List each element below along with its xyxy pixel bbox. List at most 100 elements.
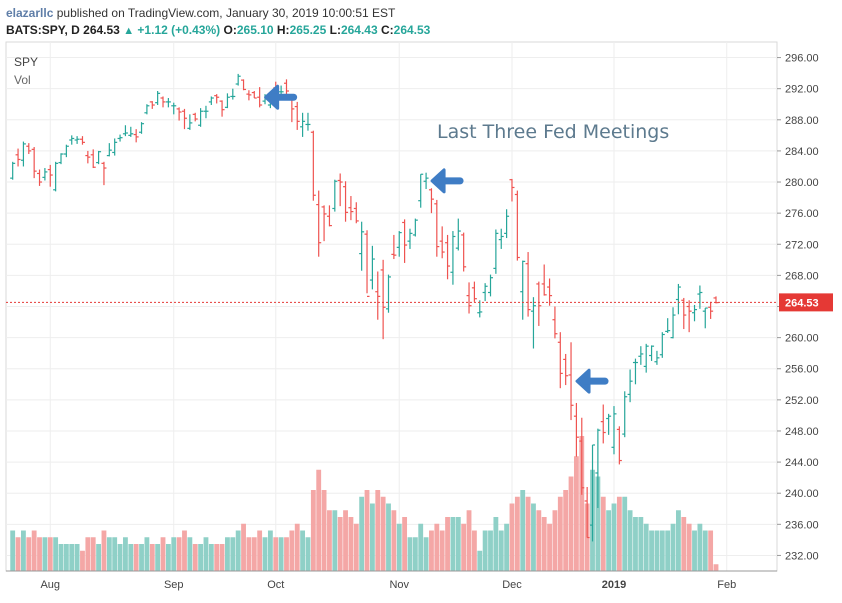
ohlc-bar <box>139 122 145 134</box>
ohlc-bar <box>149 101 155 109</box>
ohlc-bar <box>471 281 477 302</box>
volume-bar <box>149 544 155 571</box>
author-link[interactable]: elazarllc <box>6 6 54 20</box>
volume-bar <box>128 544 134 571</box>
volume-bar <box>337 517 343 571</box>
volume-bar <box>681 517 687 571</box>
volume-bar <box>26 537 32 571</box>
ohlc-bar <box>305 112 311 131</box>
x-tick-label: Nov <box>389 579 409 591</box>
low-label: L: <box>329 23 341 37</box>
ohlc-bar <box>514 190 520 261</box>
published-text: published on TradingView.com, January 30… <box>56 6 396 20</box>
ohlc-bar <box>616 426 622 465</box>
volume-bar <box>353 523 359 571</box>
ohlc-bar <box>686 300 692 333</box>
ohlc-bar <box>128 126 134 137</box>
ohlc-bar <box>622 391 628 438</box>
ohlc-bar <box>348 196 354 221</box>
y-tick-label: 236.00 <box>785 519 819 531</box>
ohlc-bar <box>606 413 612 435</box>
ohlc-bar <box>326 205 332 227</box>
volume-bar <box>509 503 515 571</box>
ohlc-bar <box>482 283 488 302</box>
volume-bar <box>106 537 112 571</box>
y-tick-label: 244.00 <box>785 457 819 469</box>
volume-bar <box>63 544 69 571</box>
fed-arrow-icon <box>264 84 298 110</box>
volume-bar <box>702 530 708 571</box>
x-tick-label: 2019 <box>602 579 626 591</box>
ohlc-bar <box>552 306 558 339</box>
ohlc-bar <box>702 307 708 329</box>
volume-bar <box>627 510 633 571</box>
last-price-badge-label: 264.53 <box>785 297 819 309</box>
volume-bar <box>289 530 295 571</box>
last-price: 264.53 <box>83 23 120 37</box>
time-axis: Aug Sep Oct Nov Dec 2019 Feb <box>6 570 777 591</box>
volume-bar <box>316 469 322 571</box>
high-label: H: <box>276 23 290 37</box>
volume-bar <box>692 530 697 571</box>
ohlc-bar <box>171 102 177 115</box>
ohlc-bar <box>251 91 257 99</box>
volume-bar <box>557 496 563 571</box>
ohlc-bar <box>391 234 397 260</box>
y-tick-label: 288.00 <box>785 115 819 127</box>
ohlc-bar <box>493 229 499 274</box>
legend-symbol[interactable]: SPY <box>14 55 39 69</box>
ohlc-bar <box>375 271 381 320</box>
ohlc-bar <box>627 369 633 403</box>
volume-bar <box>611 503 617 571</box>
volume-bar <box>402 517 408 571</box>
volume-bar <box>697 523 703 571</box>
volume-bar <box>498 530 504 571</box>
ohlc-bar <box>69 135 75 145</box>
close-value: 264.53 <box>393 23 431 37</box>
volume-bar <box>332 510 338 571</box>
volume-bar <box>471 530 477 571</box>
ohlc-bar <box>63 144 69 158</box>
volume-bar <box>477 550 483 571</box>
y-tick-label: 260.00 <box>785 333 819 345</box>
ohlc-bar <box>359 221 365 271</box>
ohlc-bar <box>79 136 85 145</box>
volume-bar <box>547 523 552 571</box>
volume-bar <box>493 517 499 571</box>
ohlc-bar <box>15 148 21 167</box>
fed-arrow-icon <box>430 168 464 194</box>
ohlc-bar <box>364 230 370 297</box>
ohlc-bar <box>316 190 322 257</box>
ohlc-bar <box>294 101 300 130</box>
price-axis: 296.00 292.00 288.00 284.00 280.00 276.00 272.… <box>777 53 833 562</box>
ohlc-bar <box>160 96 166 108</box>
annotation-text: Last Three Fed Meetings <box>437 121 669 143</box>
volume-bar <box>294 523 300 571</box>
volume-bar <box>31 530 37 571</box>
volume-bar <box>359 496 365 571</box>
volume-bar <box>171 537 177 571</box>
ohlc-bar <box>58 153 64 165</box>
volume-bar <box>10 530 16 571</box>
ohlc-bar <box>337 173 343 207</box>
volume-bar <box>364 490 370 571</box>
ohlc-bar <box>466 282 472 314</box>
y-tick-label: 240.00 <box>785 488 819 500</box>
low-value: 264.43 <box>340 23 378 37</box>
volume-bar <box>461 523 467 571</box>
volume-bar <box>90 537 96 571</box>
volume-bar <box>262 537 268 571</box>
volume-bar <box>531 503 536 571</box>
legend-volume[interactable]: Vol <box>14 73 31 87</box>
volume-bar <box>434 523 440 571</box>
volume-bar <box>300 530 306 571</box>
ohlc-bar <box>477 300 483 318</box>
ohlc-bar <box>412 218 418 237</box>
ohlc-bar <box>343 181 349 222</box>
volume-bar <box>37 537 42 571</box>
ohlc-bar <box>568 342 574 421</box>
chart-header: elazarllc published on TradingView.com, … <box>6 5 836 39</box>
volume-bar <box>445 517 450 571</box>
volume-bar <box>155 544 161 571</box>
